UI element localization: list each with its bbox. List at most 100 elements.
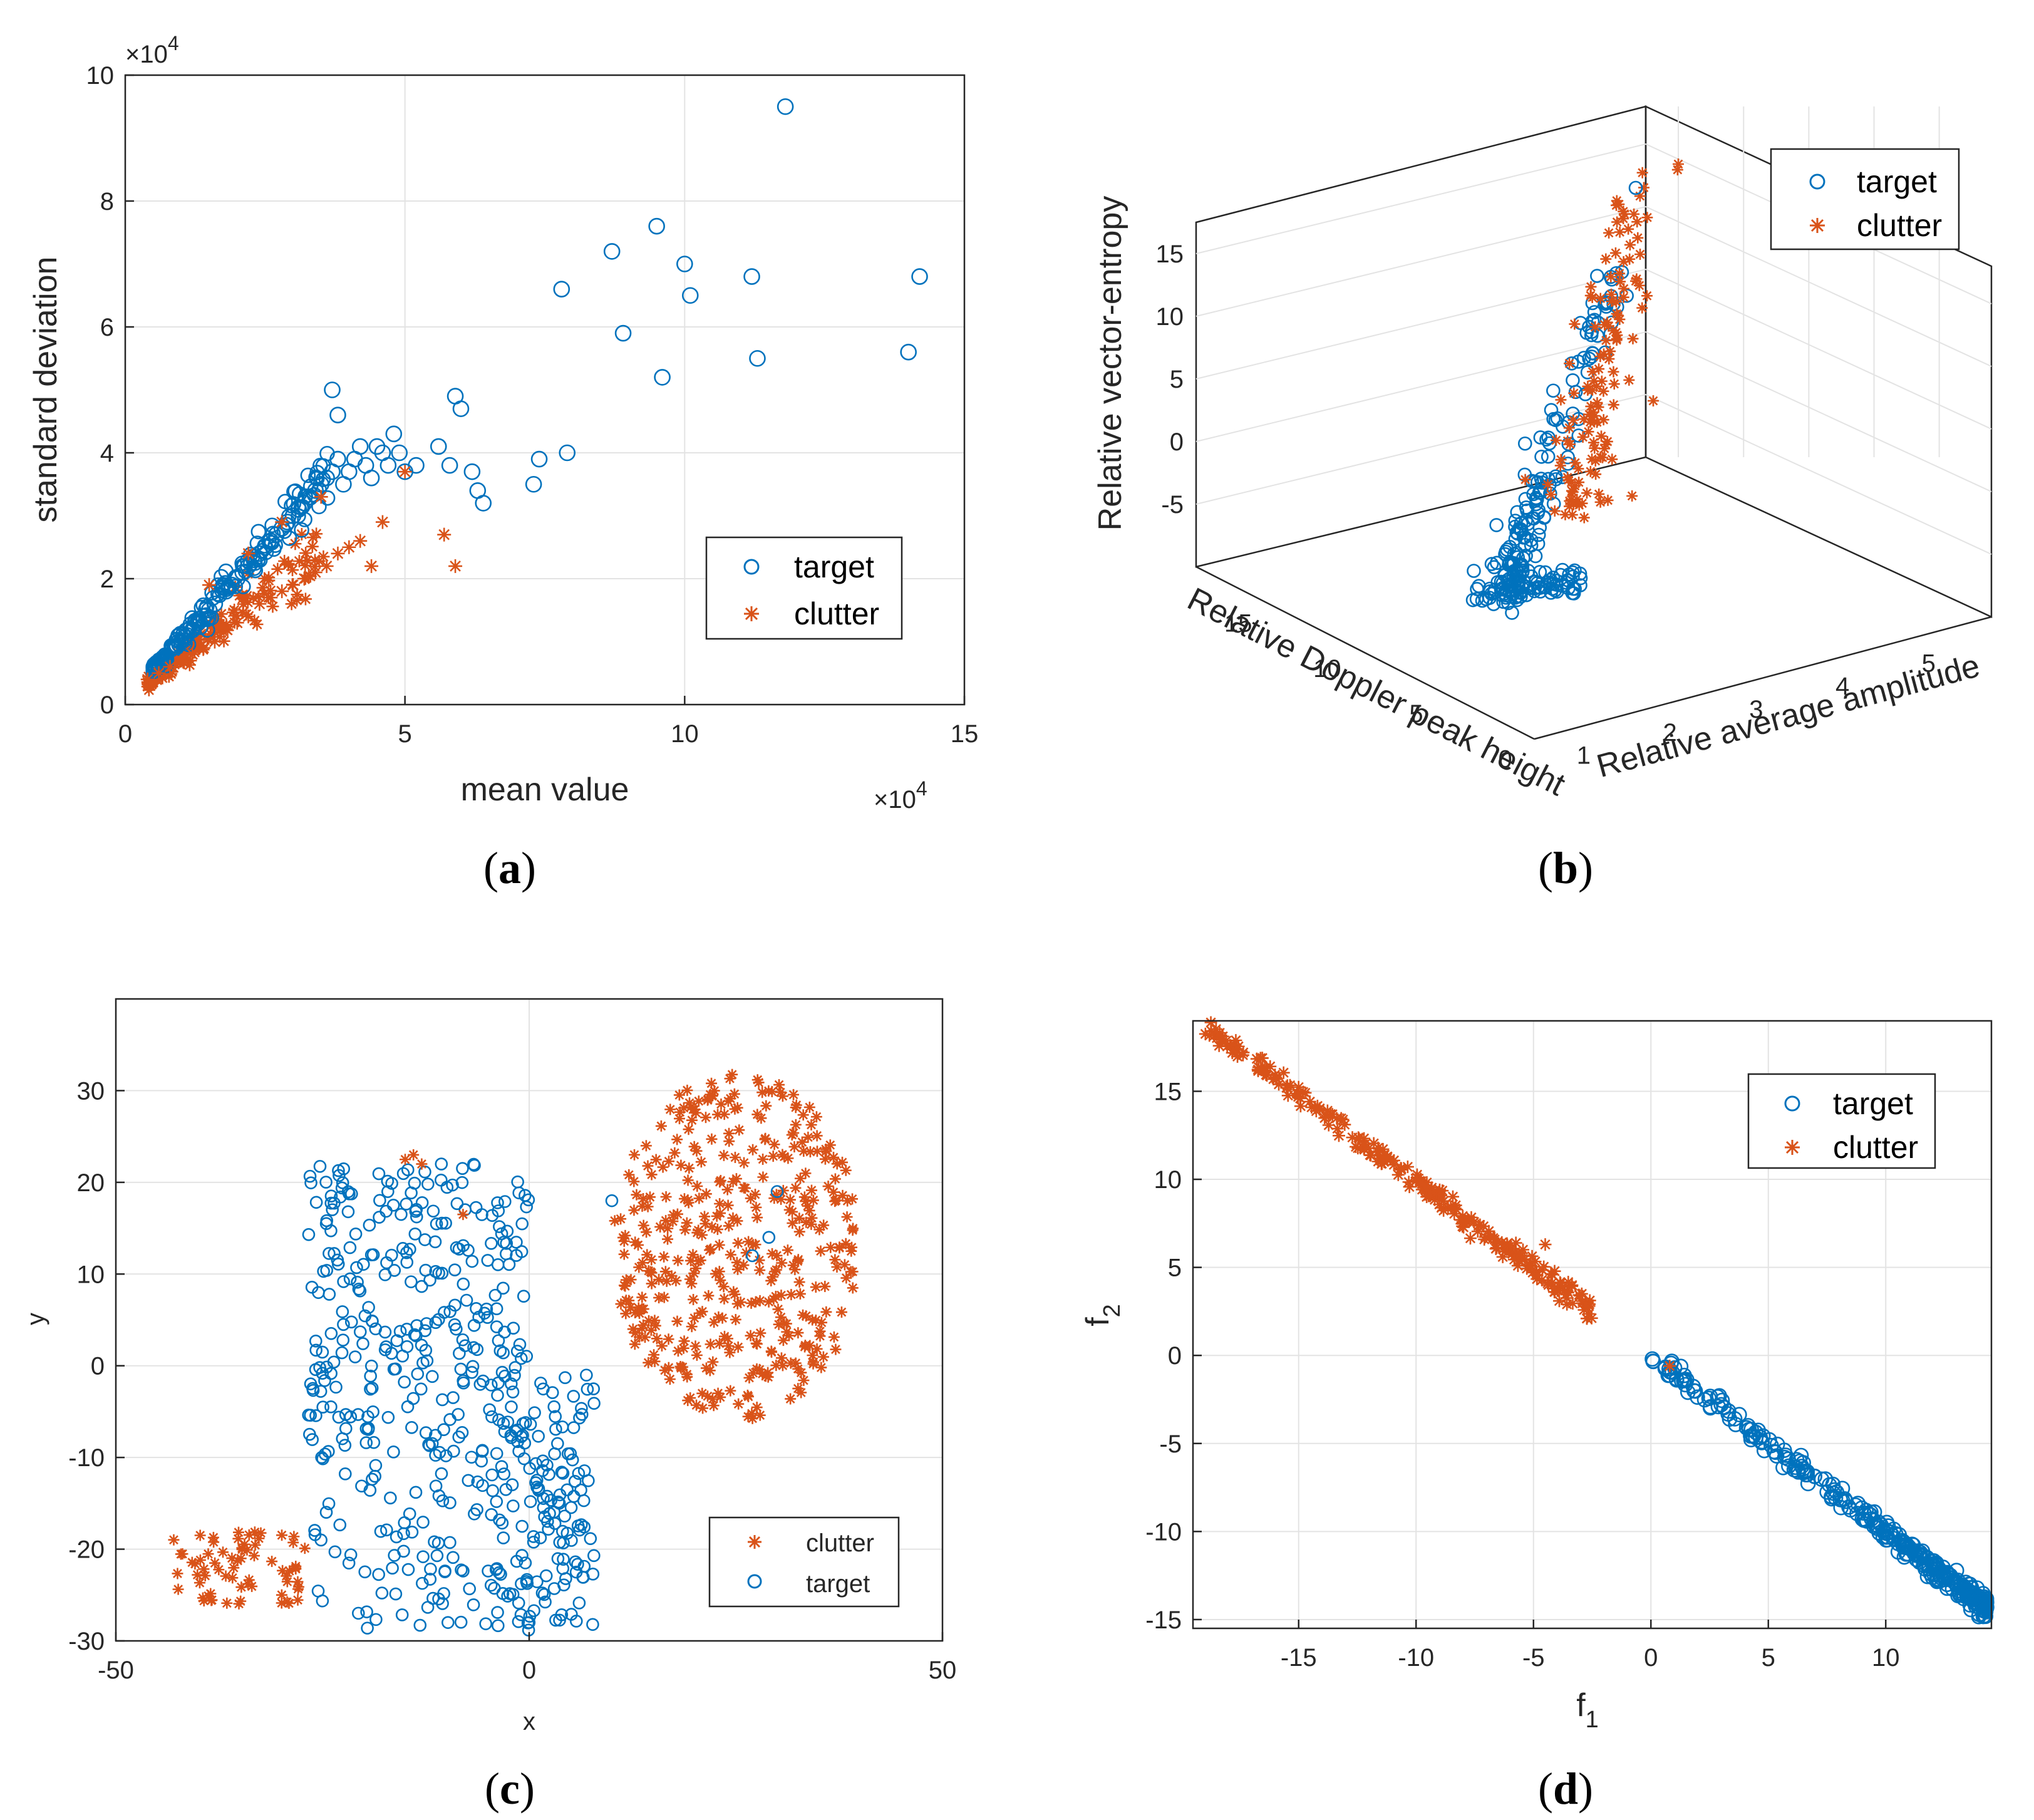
panel-c-clutter-point <box>729 1103 741 1115</box>
legend-target-marker-icon <box>747 1574 762 1589</box>
panel-c-clutter-point <box>701 1390 713 1402</box>
panel-c-target-point <box>374 1524 388 1538</box>
panel-a-clutter-point <box>275 584 289 599</box>
panel-c-target-point <box>542 1467 555 1481</box>
panel-a-chart: 0 5 10 15 0 2 4 6 8 10 ×104 ×104 mean value stand… <box>28 32 978 893</box>
panel-c-target-point <box>567 1390 581 1403</box>
panel-c-clutter-point <box>646 1278 658 1290</box>
panel-c-clutter-point <box>841 1211 853 1223</box>
panel-c-target-point <box>450 1197 464 1211</box>
panel-c-target-point <box>381 1410 395 1424</box>
panel-c-clutter-point <box>805 1218 817 1230</box>
panel-c-target-point <box>324 1400 338 1414</box>
panel-c-target-point <box>343 1272 357 1286</box>
panel-c-clutter-point <box>729 1151 741 1163</box>
panel-c-target-point <box>316 1594 329 1608</box>
panel-c-clutter-point <box>817 1351 829 1363</box>
panel-c-clutter-point <box>837 1156 849 1168</box>
panel-a-clutter-point <box>271 562 284 576</box>
panel-c-target-point <box>358 1565 372 1579</box>
panel-b-target-point <box>1539 432 1554 447</box>
panel-c-target-point <box>341 1205 355 1219</box>
panel-c-clutter-point <box>845 1266 857 1278</box>
panel-a-target-point <box>200 601 218 619</box>
panel-c-target-point <box>439 1216 452 1230</box>
panel-c-clutter-point <box>789 1264 801 1276</box>
panel-d-clutter-point <box>1216 1030 1229 1043</box>
panel-c-target-point <box>322 1497 336 1511</box>
panel-c-clutter-point <box>711 1223 723 1235</box>
panel-c-clutter-point <box>750 1239 761 1251</box>
panel-c-clutter-point <box>667 1216 679 1228</box>
panel-a-clutter-point <box>219 622 233 636</box>
panel-a-target-point <box>324 381 341 398</box>
panel-c-target-point <box>558 1509 571 1523</box>
panel-d-y-tick-label: -15 <box>1145 1606 1182 1634</box>
panel-a-target-point <box>452 400 470 417</box>
panel-b-target-point <box>1531 527 1546 542</box>
panel-c-target-point <box>436 1393 449 1407</box>
panel-c-target-point <box>522 1616 536 1629</box>
panel-c-target-point <box>488 1581 501 1595</box>
panel-c-target-point <box>425 1370 439 1383</box>
panel-c-clutter-point <box>728 1286 740 1298</box>
panel-d-y-tick-label: 5 <box>1168 1254 1182 1282</box>
panel-a-target-point <box>681 287 699 304</box>
panel-c-target-point <box>406 1392 420 1405</box>
panel-c-clutter-point <box>220 1570 232 1582</box>
panel-c-y-label: y <box>22 1313 49 1325</box>
panel-d-legend-target: target <box>1833 1086 1913 1121</box>
panel-d-x-tick-label: 0 <box>1644 1644 1658 1672</box>
panel-c-clutter-point <box>799 1341 811 1353</box>
panel-a-target-point <box>530 450 548 468</box>
panel-a-target-point <box>553 281 570 298</box>
panel-c-target-point <box>454 1362 468 1376</box>
panel-c-target-point <box>441 1616 455 1629</box>
panel-c-clutter-point <box>751 1109 763 1120</box>
panel-b-clutter-point <box>1641 212 1653 224</box>
panel-c-clutter-point <box>677 1361 689 1373</box>
panel-c-clutter-point <box>795 1367 807 1378</box>
panel-c-target-point <box>429 1316 443 1330</box>
panel-c-clutter-point <box>763 1296 775 1308</box>
panel-c-clutter-point <box>695 1156 707 1168</box>
panel-b-clutter-point <box>1608 366 1619 378</box>
panel-a-clutter-point <box>230 616 244 630</box>
panel-c-target-point <box>490 1447 503 1461</box>
panel-c-target-point <box>515 1549 529 1562</box>
panel-b-clutter-point <box>1545 489 1557 500</box>
panel-c-target-point <box>572 1596 586 1610</box>
panel-c-target-point <box>443 1536 457 1549</box>
panel-d-clutter-point <box>1580 1312 1593 1325</box>
panel-c-clutter-point <box>700 1112 711 1124</box>
panel-d-x-tick-label: -15 <box>1281 1644 1317 1672</box>
panel-c-target-point <box>335 1346 349 1360</box>
panel-c-target-point <box>351 1606 365 1620</box>
panel-c-target-point <box>363 1218 376 1232</box>
panel-c-y-tick-label: 10 <box>77 1261 105 1288</box>
panel-c-clutter-point <box>715 1098 727 1110</box>
panel-c-clutter-point <box>725 1385 736 1397</box>
panel-b-target-point <box>1507 564 1522 579</box>
panel-b-clutter-point <box>1618 282 1629 294</box>
panel-c-clutter-point <box>829 1196 841 1207</box>
panel-c-target-point <box>492 1413 505 1427</box>
panel-d-clutter-point <box>1549 1282 1562 1295</box>
panel-c-clutter-point <box>693 1192 705 1204</box>
panel-a-clutter-point <box>140 672 155 686</box>
panel-c-clutter-point <box>681 1084 693 1096</box>
panel-c-target-point <box>553 1488 567 1502</box>
panel-d-clutter-point <box>1444 1200 1457 1213</box>
panel-c-clutter-point <box>703 1290 715 1301</box>
panel-c-clutter-point <box>651 1333 663 1345</box>
panel-c-clutter-point <box>788 1088 800 1100</box>
panel-d-clutter-point <box>1277 1066 1290 1079</box>
panel-c-clutter-point <box>819 1153 831 1165</box>
panel-c-target-point <box>581 1382 594 1396</box>
panel-d-y-label: f2 <box>1080 1304 1125 1326</box>
panel-c-target-point <box>605 1194 619 1207</box>
panel-c-clutter-point <box>299 1543 311 1554</box>
panel-d-clutter-point <box>1224 1038 1237 1052</box>
panel-c-target-point <box>400 1246 413 1259</box>
panel-c-target-point <box>479 1617 492 1630</box>
